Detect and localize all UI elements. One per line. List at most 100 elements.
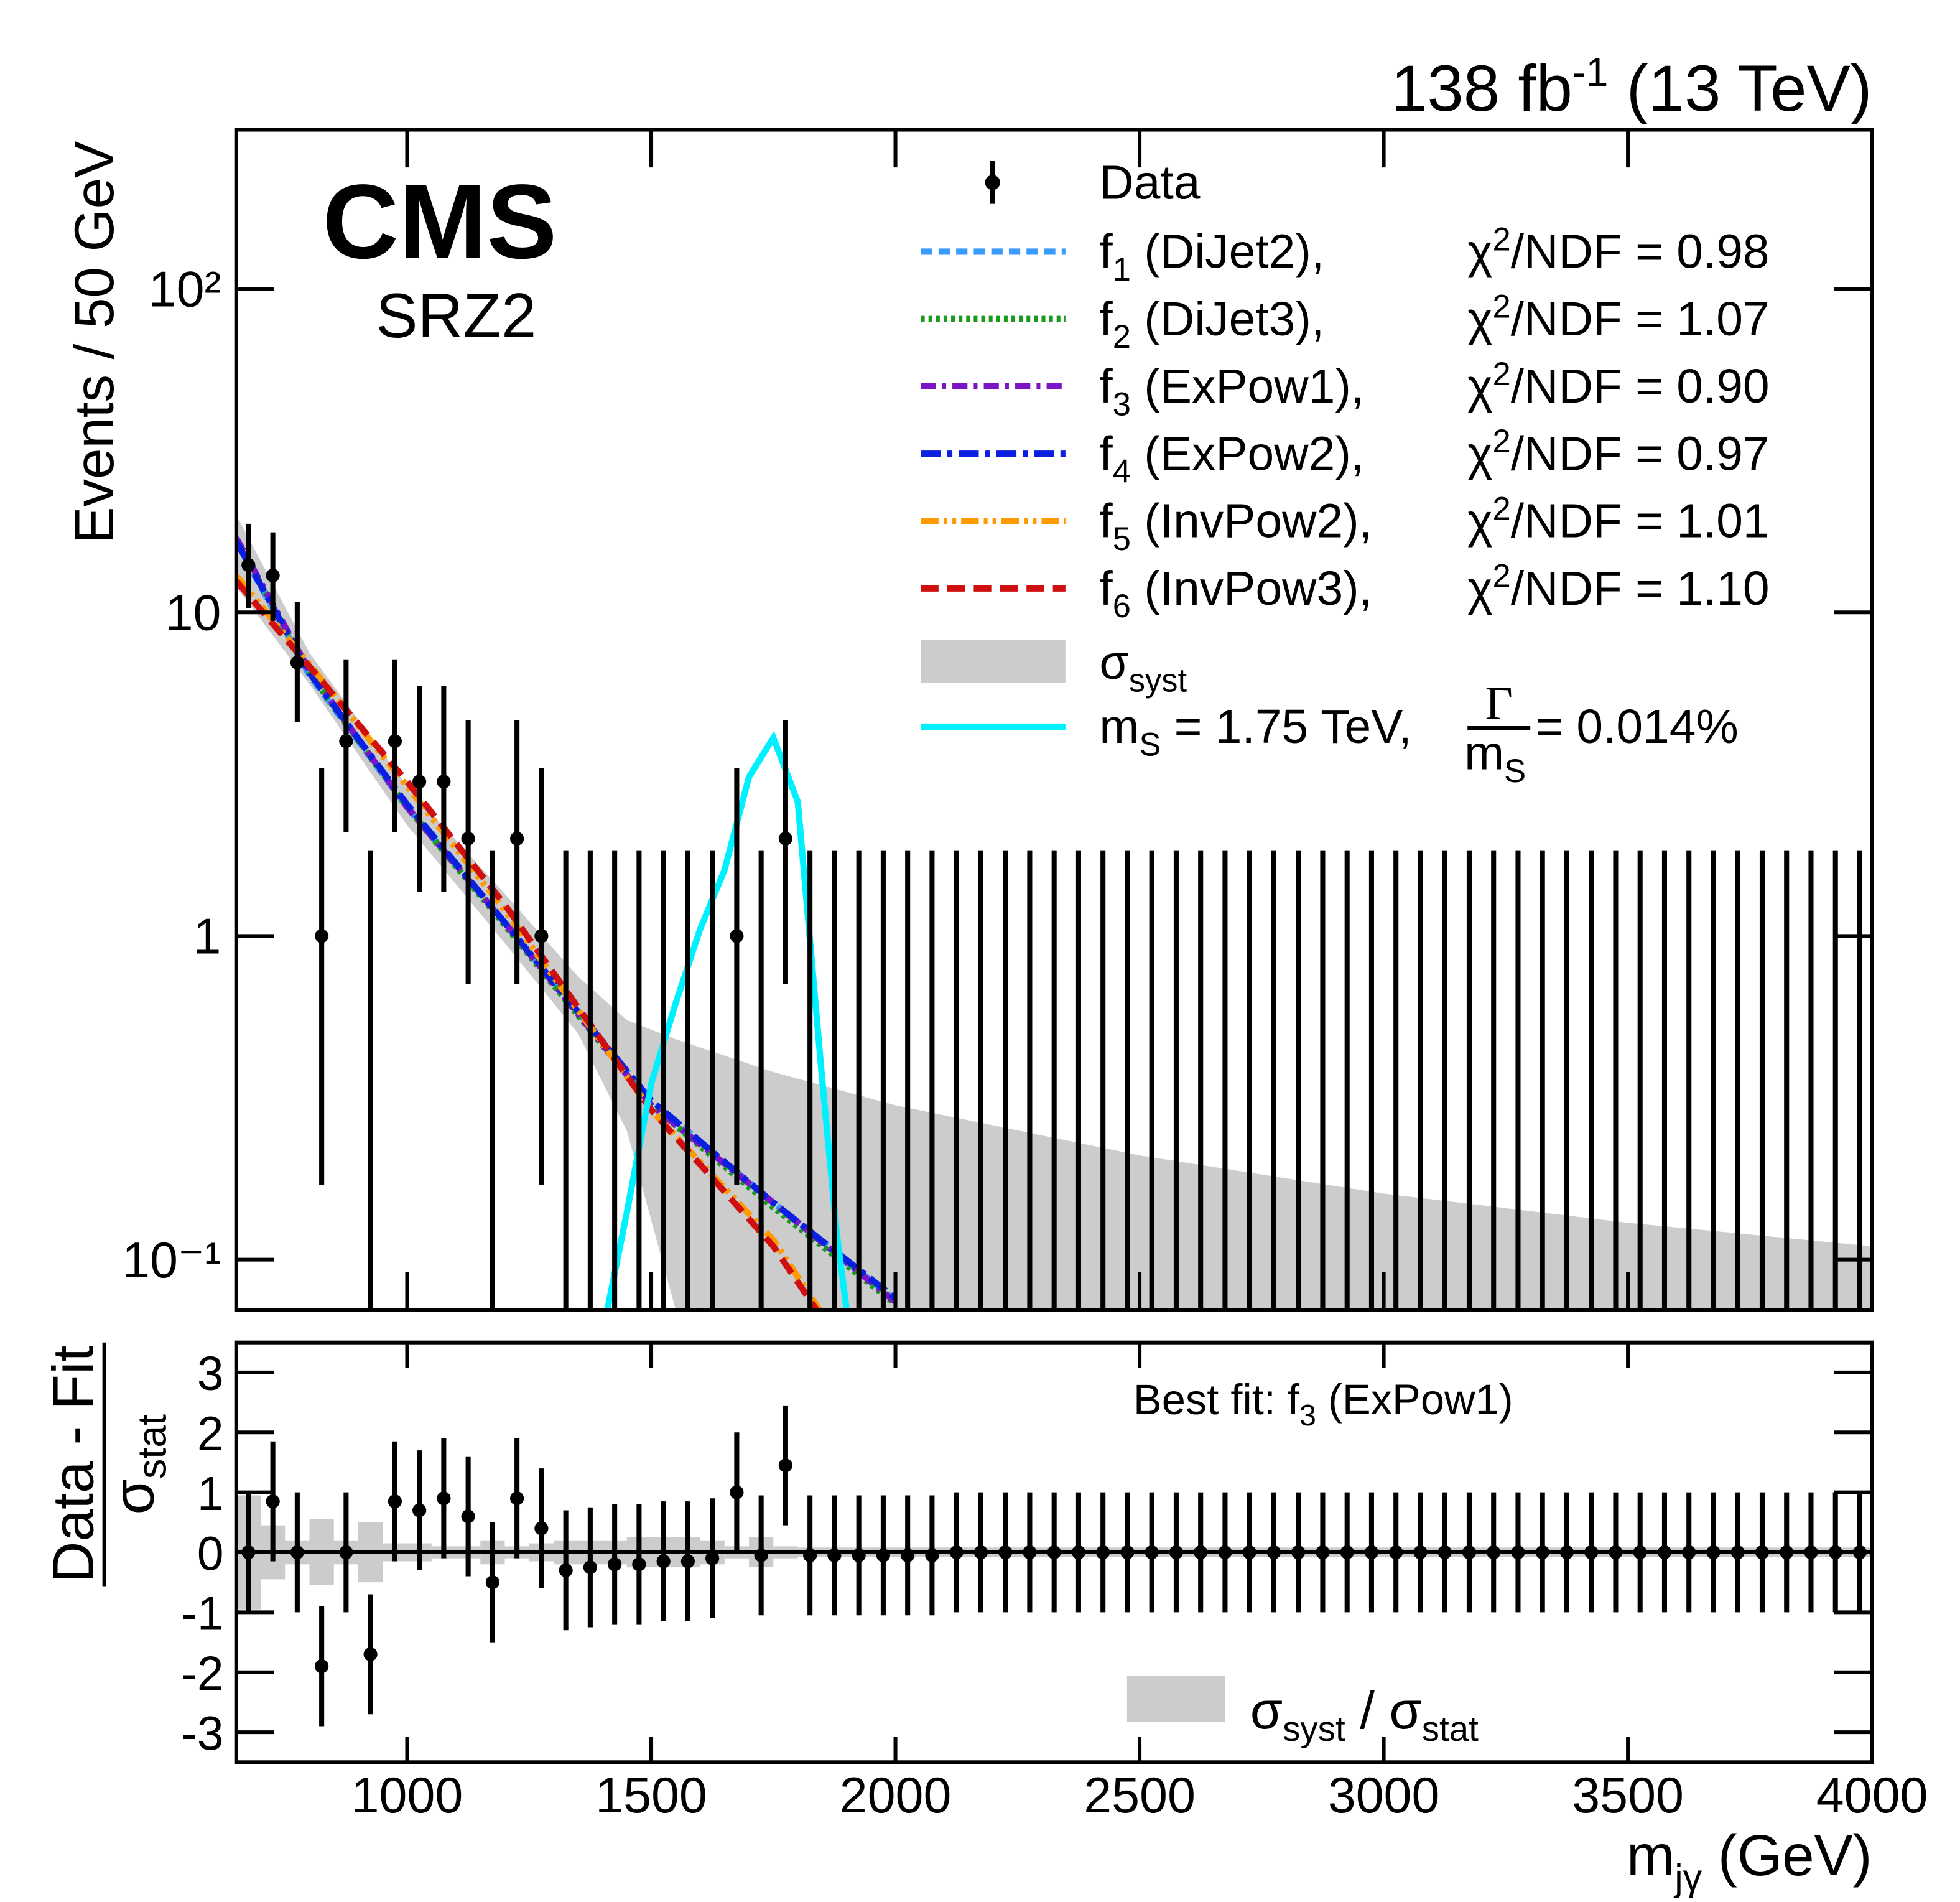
ratio-point <box>803 1548 817 1562</box>
ratio-point <box>632 1557 646 1572</box>
chi2-rest: /NDF = <box>1511 562 1677 615</box>
ratio-point <box>1316 1545 1330 1560</box>
chi2-sup: 2 <box>1493 356 1511 393</box>
legend-chi2: χ2/NDF = 1.01 <box>1467 490 1769 548</box>
legend-label: f4 (ExPow2), <box>1099 427 1364 490</box>
fit-name: f <box>1099 293 1113 346</box>
ratio-point <box>461 1509 475 1524</box>
ratio-point <box>534 1521 549 1536</box>
fit-curve <box>236 579 820 1310</box>
ratio-point <box>1584 1545 1599 1560</box>
ratio-point <box>1511 1545 1525 1560</box>
ratio-point <box>1071 1545 1086 1560</box>
x-tick-label: 1500 <box>595 1768 707 1824</box>
ratio-point <box>1682 1545 1696 1560</box>
ratio-point <box>1609 1545 1623 1560</box>
label-mid: / σ <box>1345 1681 1422 1740</box>
fit-rest: (ExPow2), <box>1131 427 1364 480</box>
fit-rest: (InvPow3), <box>1131 562 1372 615</box>
band-main: σ <box>1099 636 1128 689</box>
ratio-point <box>1242 1545 1256 1560</box>
data-point <box>266 568 280 583</box>
ratio-point <box>949 1545 964 1560</box>
ratio-point <box>1633 1545 1647 1560</box>
legend-label: f5 (InvPow2), <box>1099 495 1372 557</box>
sig-sub: S <box>1139 726 1161 763</box>
ratio-point <box>1120 1545 1135 1560</box>
sig-rest: = 1.75 TeV, <box>1161 701 1411 753</box>
ratio-point <box>730 1485 744 1499</box>
legend-label: f3 (ExPow1), <box>1099 360 1364 422</box>
ratio-point <box>1145 1545 1159 1560</box>
upper-frame <box>234 128 1874 1312</box>
ratio-point <box>1804 1545 1818 1560</box>
data-point <box>290 655 304 669</box>
data-point <box>388 734 402 748</box>
ratio-point <box>852 1548 866 1562</box>
data-point <box>437 775 451 789</box>
data-point <box>778 831 793 846</box>
title-main: 138 fb <box>1391 52 1572 125</box>
chi2-sup: 2 <box>1493 221 1511 258</box>
fit-name: f <box>1099 427 1113 480</box>
ratio-y-label: Data - Fit σstat <box>40 1342 175 1587</box>
ratio-point <box>1657 1545 1672 1560</box>
band-legend-label: σsyst <box>1099 636 1187 699</box>
y-tick-label: 10⁻¹ <box>122 1233 221 1289</box>
annotation-rest: (ExPow1) <box>1316 1376 1513 1424</box>
fit-rest: (DiJet2), <box>1131 226 1324 279</box>
data-point <box>412 775 427 789</box>
chi2-rest: /NDF = <box>1511 427 1677 480</box>
data-point <box>339 734 353 748</box>
chi2-sup: 2 <box>1493 289 1511 325</box>
ratio-point <box>412 1503 427 1517</box>
fit-sub: 6 <box>1113 588 1131 625</box>
x-tick-label: 2000 <box>840 1768 952 1824</box>
sig-main: m <box>1099 701 1139 753</box>
ratio-point <box>1559 1545 1574 1560</box>
ratio-point <box>485 1575 499 1590</box>
lumi-title: 138 fb-1 (13 TeV) <box>1391 49 1872 125</box>
best-fit-annotation: Best fit: f3 (ExPow1) <box>1133 1376 1513 1432</box>
ratio-point <box>1780 1545 1794 1560</box>
ratio-band-legend-label: σsyst / σstat <box>1250 1681 1479 1748</box>
ratio-point <box>608 1557 622 1572</box>
ratio-y-tick-label: 2 <box>197 1408 224 1461</box>
ratio-point <box>1389 1545 1403 1560</box>
chi2-main: χ <box>1467 360 1492 413</box>
ratio-point <box>1291 1545 1306 1560</box>
ratio-point <box>1047 1545 1061 1560</box>
x-tick-label: 4000 <box>1816 1768 1928 1824</box>
data-point <box>534 929 549 943</box>
upper-plot-area <box>236 515 1872 1310</box>
x-tick-label: 3000 <box>1328 1768 1440 1824</box>
legend-chi2: χ2/NDF = 1.07 <box>1467 289 1769 346</box>
x-tick-label: 2500 <box>1084 1768 1196 1824</box>
label-b-sub: stat <box>1422 1709 1479 1748</box>
ratio-point <box>266 1494 280 1509</box>
chi2-value: 0.97 <box>1676 427 1769 480</box>
ratio-point <box>510 1491 524 1506</box>
title-rest: (13 TeV) <box>1608 52 1872 125</box>
data-point <box>730 929 744 943</box>
ratio-numerator: Data - Fit <box>40 1345 105 1583</box>
ratio-point <box>925 1548 939 1562</box>
legend-swatch <box>921 640 1066 683</box>
y-tick-label: 10 <box>165 585 221 641</box>
legend-label: f2 (DiJet3), <box>1099 293 1324 355</box>
ratio-point <box>1437 1545 1452 1560</box>
ratio-point <box>1096 1545 1110 1560</box>
chi2-value: 1.01 <box>1676 495 1769 548</box>
ratio-point <box>559 1563 573 1578</box>
chi2-main: χ <box>1467 427 1492 480</box>
chi2-value: 0.98 <box>1676 226 1769 279</box>
label-a-sub: syst <box>1283 1709 1345 1748</box>
x-label-sub: jγ <box>1673 1856 1702 1898</box>
fit-name: f <box>1099 495 1113 548</box>
ratio-point <box>998 1545 1013 1560</box>
ratio-point <box>1023 1545 1037 1560</box>
y-axis-label: Events / 50 GeV <box>63 141 125 544</box>
ratio-point <box>583 1560 597 1575</box>
fit-rest: (ExPow1), <box>1131 360 1364 413</box>
ratio-denominator: σstat <box>101 1414 174 1515</box>
